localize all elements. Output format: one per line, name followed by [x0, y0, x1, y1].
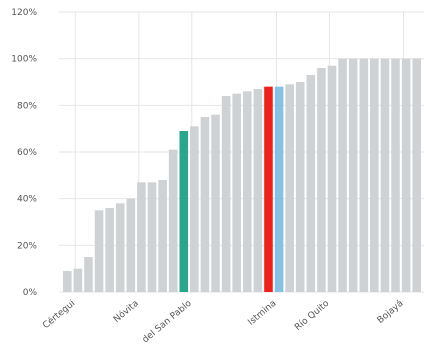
bar: [126, 198, 136, 292]
bar: [147, 182, 157, 292]
bar: [84, 257, 93, 292]
y-tick-label: 20%: [17, 241, 37, 251]
x-tick-label: del San Pablo: [141, 298, 194, 345]
bar: [412, 58, 421, 292]
bar: [179, 131, 189, 292]
y-tick-label: 60%: [17, 148, 37, 158]
y-tick-label: 80%: [17, 101, 37, 111]
y-tick-label: 100%: [11, 55, 37, 65]
bar: [391, 58, 400, 292]
bar: [338, 58, 347, 292]
bar: [243, 91, 252, 292]
bar: [348, 58, 358, 292]
x-tick-label: Istmina: [246, 299, 278, 328]
bar: [306, 75, 316, 292]
x-axis-tick-labels: Cértegui Nóvita del San Pablo Istmina Río Qu…: [41, 298, 406, 345]
bar: [295, 82, 305, 292]
bar: [158, 180, 167, 292]
bar: [274, 86, 284, 293]
bar: [168, 149, 178, 292]
bar: [370, 58, 379, 292]
x-tick-label: Río Quito: [293, 298, 332, 333]
bar: [327, 65, 337, 293]
bar: [401, 58, 411, 292]
y-axis-tick-labels: 0% 20% 40% 60% 80% 100% 120%: [11, 8, 37, 298]
bars: [63, 58, 421, 293]
bar: [105, 208, 114, 292]
bar: [137, 182, 146, 292]
bar: [94, 210, 104, 292]
bar: [211, 114, 220, 293]
bar: [380, 58, 390, 292]
bar: [264, 86, 273, 293]
y-tick-label: 120%: [11, 8, 37, 18]
y-tick-label: 40%: [17, 195, 37, 205]
x-tick-label: Cértegui: [41, 298, 78, 331]
bar: [317, 68, 326, 292]
y-tick-label: 0%: [23, 288, 38, 298]
bar: [190, 126, 199, 292]
x-tick-label: Bojayá: [376, 299, 406, 326]
bar: [200, 117, 210, 292]
bar: [253, 89, 263, 292]
bar: [285, 84, 294, 292]
bar: [221, 96, 231, 292]
bar: [115, 203, 125, 292]
bar: [359, 58, 369, 292]
bar: [63, 271, 72, 292]
bar: [73, 268, 83, 292]
x-tick-label: Nóvita: [111, 298, 140, 325]
bar: [232, 93, 241, 293]
